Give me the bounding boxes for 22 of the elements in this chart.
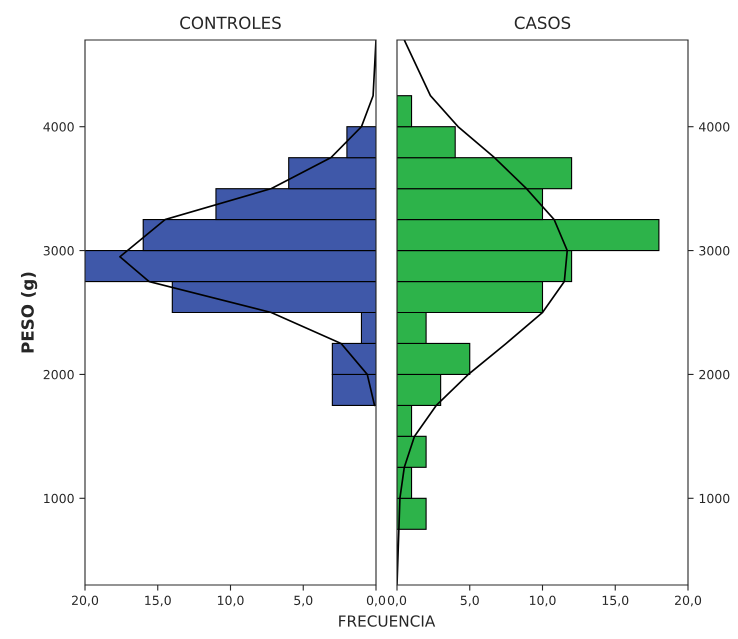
y-axis-title: PESO (g) (20, 272, 38, 352)
chart-title: CASOS (514, 16, 570, 30)
y-tick-label: 1000 (700, 494, 730, 504)
x-tick-label: 5,0 (460, 596, 479, 606)
x-tick-label: 10,0 (530, 596, 556, 606)
y-tick-label: 3000 (44, 246, 74, 256)
x-tick-label: 0,0 (388, 596, 406, 606)
x-tick-label: 0,0 (366, 596, 386, 606)
x-tick-label: 15,0 (602, 596, 628, 606)
y-tick-label: 4000 (699, 122, 730, 132)
y-tick-label: 4000 (43, 122, 74, 132)
chart-title: CONTROLES (180, 16, 281, 30)
x-tick-label: 20,0 (72, 596, 98, 606)
x-axis-title: FRECUENCIA (339, 615, 436, 627)
y-tick-label: 2000 (699, 370, 730, 380)
y-tick-label: 3000 (699, 246, 730, 256)
y-tick-label: 1000 (44, 494, 74, 504)
y-tick-label: 2000 (44, 370, 74, 380)
x-tick-label: 5,0 (294, 596, 312, 606)
x-tick-label: 10,0 (218, 596, 244, 606)
x-tick-label: 20,0 (675, 596, 702, 606)
x-tick-label: 15,0 (145, 596, 171, 606)
